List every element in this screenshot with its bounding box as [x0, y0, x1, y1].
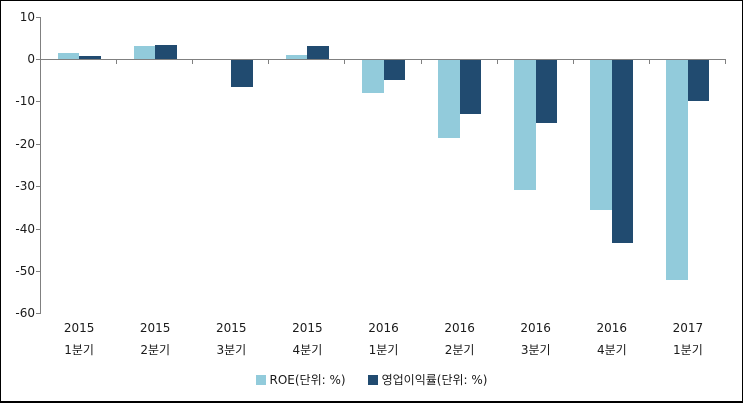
y-axis-label: -50: [15, 264, 35, 278]
y-axis-tick: [36, 144, 40, 145]
x-axis-label: 2015 1분기: [41, 321, 117, 358]
x-label-year: 2015: [139, 321, 171, 335]
y-axis-tick: [36, 186, 40, 187]
legend-label: ROE(단위: %): [269, 373, 346, 387]
x-axis-tick: [725, 60, 726, 64]
x-label-year: 2015: [63, 321, 95, 335]
bar-op-margin: [79, 55, 101, 59]
x-label-quarter: 3분기: [520, 343, 551, 357]
bar-op-margin: [155, 45, 177, 59]
bar-op-margin: [535, 59, 558, 123]
x-label-year: 2016: [444, 321, 475, 335]
x-axis-tick: [573, 60, 574, 64]
x-label-year: 2015: [292, 321, 323, 335]
bar-roe: [666, 59, 688, 280]
legend-label: 영업이익률(단위: %): [381, 373, 488, 387]
x-label-quarter: 1분기: [368, 343, 399, 357]
y-axis-tick: [36, 59, 40, 60]
legend-item-roe: ROE(단위: %): [255, 371, 346, 388]
bar-op-margin: [687, 59, 710, 102]
legend-swatch-icon: [367, 374, 378, 385]
x-axis-line: [40, 59, 726, 60]
y-axis-tick: [36, 313, 40, 314]
legend-item-op-margin: 영업이익률(단위: %): [367, 371, 488, 388]
x-label-quarter: 3분기: [216, 343, 247, 357]
y-axis-label: -10: [15, 94, 35, 108]
bar-op-margin: [459, 59, 482, 115]
bar-op-margin: [611, 59, 634, 243]
x-label-quarter: 1분기: [64, 343, 94, 357]
y-axis-label: -20: [15, 137, 35, 151]
bar-roe: [438, 59, 460, 139]
x-label-quarter: 2분기: [140, 343, 171, 357]
x-axis-label: 2015 4분기: [269, 321, 345, 358]
x-axis-label: 2016 4분기: [574, 321, 650, 358]
x-axis-label: 2016 3분기: [498, 321, 574, 358]
y-axis-label: -40: [15, 222, 35, 236]
y-axis-label: 0: [27, 52, 35, 66]
bar-roe: [57, 52, 80, 59]
x-axis-tick: [116, 60, 117, 64]
bar-op-margin: [231, 59, 253, 87]
x-axis-label: 2016 2분기: [422, 321, 498, 358]
x-axis-label: 2016 1분기: [346, 321, 422, 358]
bar-roe: [133, 45, 156, 59]
x-axis-tick: [421, 60, 422, 64]
x-axis-label: 2017 1분기: [650, 321, 726, 358]
x-axis-label: 2015 2분기: [117, 321, 193, 358]
x-axis-label: 2015 3분기: [193, 321, 269, 358]
y-axis-label: 10: [19, 10, 35, 24]
y-axis-tick: [36, 101, 40, 102]
bar-op-margin: [307, 45, 329, 59]
x-label-year: 2016: [520, 321, 551, 335]
x-label-year: 2016: [596, 321, 628, 335]
bar-roe: [285, 54, 308, 59]
x-axis-tick: [344, 60, 345, 64]
x-label-quarter: 4분기: [292, 343, 323, 357]
y-axis-line: [40, 17, 41, 314]
bar-op-margin: [383, 59, 405, 81]
y-axis-label: -30: [15, 179, 35, 193]
x-label-quarter: 1분기: [673, 343, 703, 357]
x-axis-tick: [497, 60, 498, 64]
bar-roe: [362, 59, 384, 93]
x-axis-tick: [268, 60, 269, 64]
x-label-year: 2016: [368, 321, 399, 335]
y-axis-tick: [36, 17, 40, 18]
legend: ROE(단위: %) 영업이익률(단위: %): [1, 371, 742, 388]
y-axis-label: -60: [15, 306, 35, 320]
bar-roe: [514, 59, 536, 190]
x-axis-tick: [192, 60, 193, 64]
x-axis-tick: [649, 60, 650, 64]
x-label-year: 2017: [672, 321, 704, 335]
bar-roe: [590, 59, 612, 210]
legend-swatch-icon: [255, 374, 266, 385]
y-axis-tick: [36, 271, 40, 272]
x-label-quarter: 2분기: [444, 343, 475, 357]
y-axis-tick: [36, 229, 40, 230]
x-label-quarter: 4분기: [596, 343, 627, 357]
x-label-year: 2015: [216, 321, 247, 335]
